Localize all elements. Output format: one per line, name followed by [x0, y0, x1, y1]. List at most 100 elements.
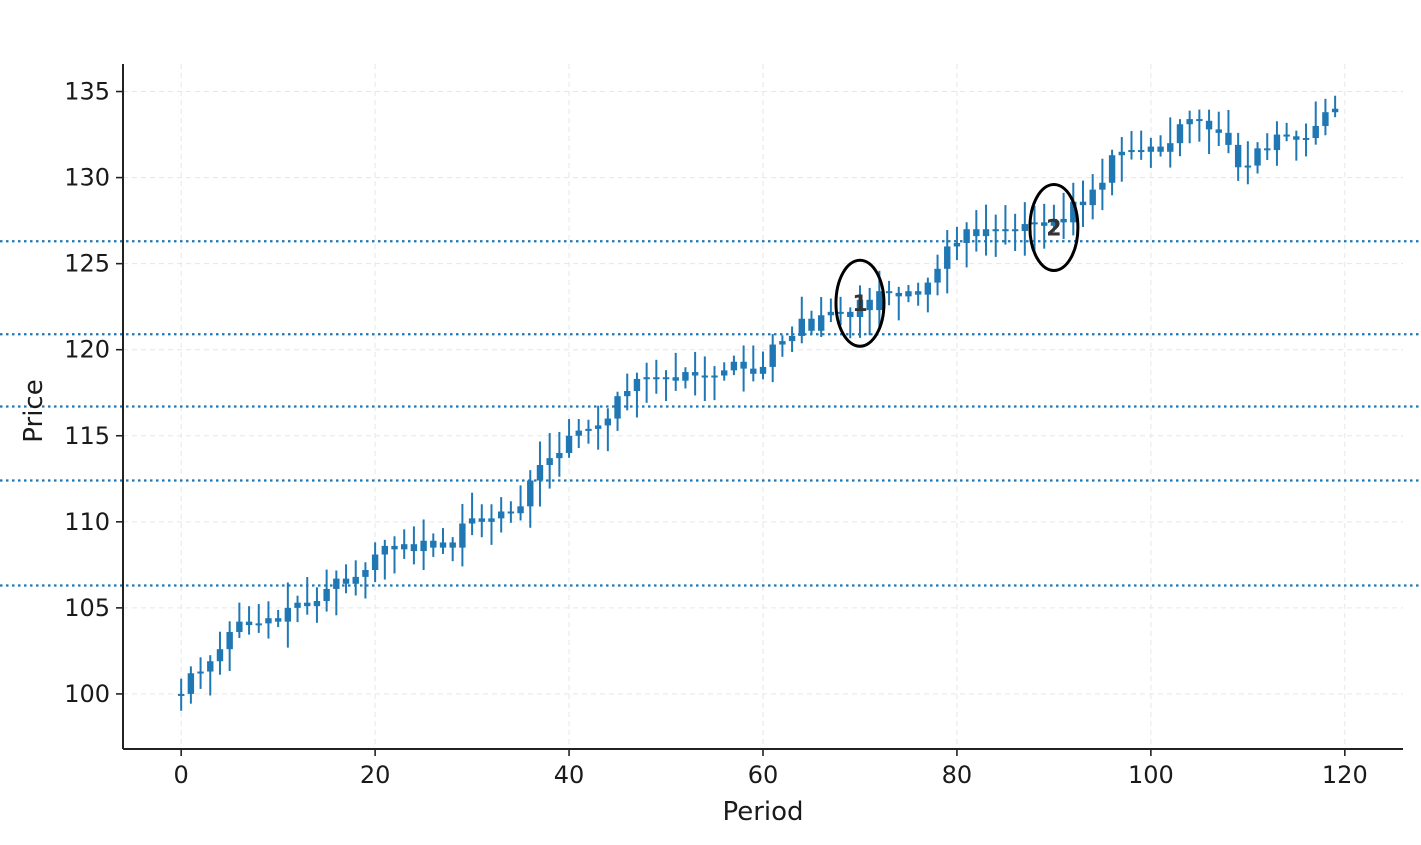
x-tick-label: 0	[174, 761, 189, 789]
y-tick-label: 105	[64, 594, 110, 622]
candle-body	[565, 435, 573, 453]
support-resistance-levels	[0, 240, 1421, 587]
candle-body	[1176, 124, 1184, 144]
candle-body	[759, 366, 767, 374]
candle-body	[410, 544, 418, 552]
x-tick-label: 20	[360, 761, 391, 789]
candle-body	[614, 396, 621, 419]
candle-body	[924, 282, 932, 295]
annotation-ellipse	[834, 258, 886, 348]
candle-body	[1031, 222, 1038, 225]
candle-body	[294, 602, 301, 608]
candle-body	[1283, 134, 1290, 137]
candle-body	[779, 341, 786, 345]
candle-body	[546, 458, 553, 466]
y-tick-label: 130	[64, 164, 110, 192]
candle-body	[536, 465, 544, 481]
candle-body	[1186, 119, 1193, 125]
candle-body	[1244, 165, 1252, 168]
candle-body	[905, 291, 912, 297]
candle-body	[750, 368, 757, 374]
candle-body	[895, 292, 902, 297]
candle-body	[439, 542, 447, 548]
candle-body	[226, 631, 233, 650]
candle-body	[556, 452, 563, 459]
candle-body	[1264, 148, 1271, 151]
y-tick-label: 100	[64, 680, 110, 708]
x-tick-label: 100	[1128, 761, 1174, 789]
candle-body	[624, 391, 631, 397]
candle-body	[497, 511, 505, 519]
annotations: 12	[834, 183, 1080, 348]
candle-body	[381, 545, 389, 555]
candle-body	[1041, 222, 1048, 226]
candle-body	[740, 361, 747, 369]
candle-body	[653, 377, 660, 380]
annotation-ellipse	[1028, 183, 1080, 273]
candle-body	[963, 229, 970, 243]
candle-body	[847, 311, 854, 318]
candle-body	[1293, 136, 1300, 140]
candle-body	[1118, 151, 1125, 156]
candle-body	[177, 693, 185, 696]
candle-body	[488, 518, 495, 522]
candle-body	[1196, 119, 1203, 122]
candle-body	[944, 246, 951, 269]
candle-body	[468, 518, 476, 524]
y-tick-label: 125	[64, 250, 110, 278]
candles	[177, 95, 1339, 711]
candle-body	[527, 480, 534, 507]
candle-body	[459, 523, 466, 548]
candle-body	[207, 661, 214, 672]
candle-body	[827, 311, 835, 316]
candle-body	[604, 418, 612, 426]
candle-body	[633, 378, 641, 392]
candle-body	[187, 673, 195, 694]
candle-body	[371, 554, 379, 571]
candle-body	[304, 602, 311, 607]
candle-body	[1157, 146, 1164, 152]
candle-body	[1021, 224, 1029, 231]
candle-body	[788, 335, 796, 342]
candle-body	[973, 229, 980, 237]
candle-body	[1108, 155, 1116, 183]
candle-body	[1079, 201, 1087, 206]
candle-body	[662, 377, 670, 380]
candle-body	[1302, 138, 1310, 141]
candle-body	[672, 377, 679, 381]
candle-body	[352, 576, 359, 584]
candle-body	[817, 315, 825, 331]
candle-body	[992, 229, 999, 232]
candle-body	[1011, 229, 1019, 232]
candle-body	[1234, 144, 1242, 168]
candle-body	[420, 540, 427, 552]
candle-body	[274, 618, 282, 622]
candle-body	[449, 542, 456, 548]
candle-body	[342, 578, 350, 584]
candle-body	[866, 299, 873, 311]
candle-body	[643, 377, 650, 380]
candle-body	[313, 600, 321, 607]
candle-body	[837, 311, 844, 314]
candle-body	[1137, 150, 1145, 153]
y-tick-label: 120	[64, 336, 110, 364]
candle-body	[701, 375, 709, 378]
x-tick-label: 80	[942, 761, 973, 789]
ticks: 0 20 40 60 80 100 120 100 105 110 115 120 125 130 135	[64, 78, 1368, 789]
candle-body	[721, 370, 728, 376]
candle-body	[1099, 182, 1106, 190]
candle-body	[430, 540, 437, 548]
candle-body	[1225, 132, 1232, 145]
candle-body	[255, 623, 262, 626]
candle-body	[769, 344, 776, 367]
candle-body	[1089, 189, 1096, 206]
y-tick-label: 115	[64, 422, 110, 450]
candle-body	[1050, 218, 1058, 226]
candle-body	[1002, 229, 1009, 232]
candle-body	[1060, 218, 1067, 223]
x-tick-label: 40	[554, 761, 585, 789]
candle-body	[876, 291, 883, 311]
candle-body	[982, 229, 990, 237]
candle-body	[323, 588, 330, 601]
